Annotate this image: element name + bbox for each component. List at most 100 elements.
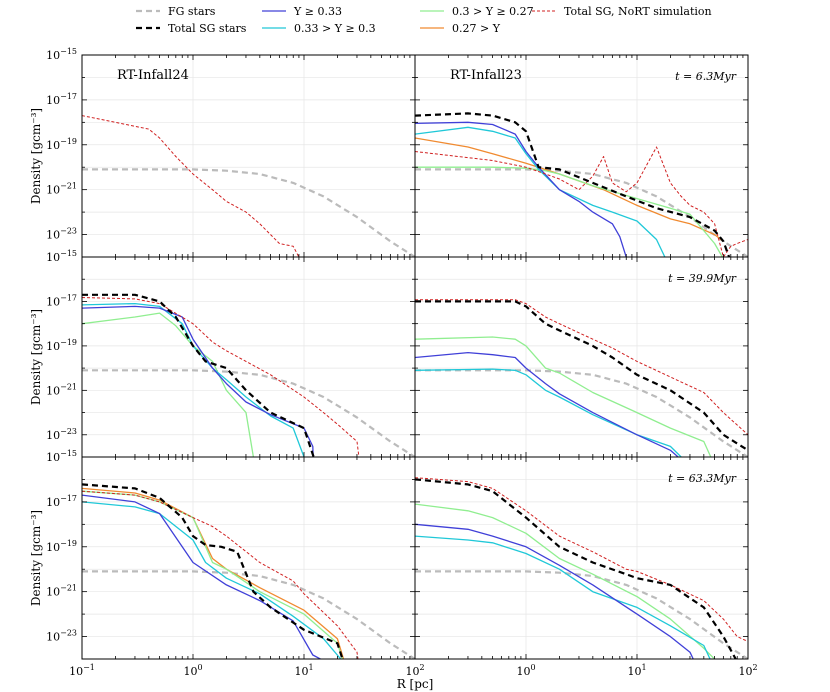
y-axis-label: Density [gcm⁻³] (29, 309, 43, 405)
y-tick-label: 10−17 (46, 293, 77, 308)
series-y30 (82, 302, 305, 457)
series-y33 (415, 523, 694, 659)
series-group (82, 115, 415, 257)
x-tick-label: 102 (405, 663, 424, 678)
ticks (414, 456, 749, 660)
series-sg (415, 300, 748, 452)
y-tick-label: 10−19 (46, 539, 77, 554)
series-y27 (415, 336, 712, 457)
x-tick-label: 101 (627, 663, 646, 678)
series-fg (415, 168, 748, 257)
series-nort (82, 490, 359, 659)
axis-labels: R [pc] (397, 677, 434, 691)
x-tick-label: 10−1 (69, 663, 95, 678)
grid (81, 54, 416, 258)
series-fg (82, 570, 415, 659)
series-y30 (415, 535, 711, 659)
series-sg (415, 478, 737, 659)
x-tick-label: 101 (294, 663, 313, 678)
series-y27 (415, 166, 724, 257)
series-y27 (415, 503, 716, 659)
y-tick-label: 10−21 (46, 382, 77, 397)
series-group (82, 293, 415, 457)
series-y27 (82, 312, 255, 457)
series-y33 (415, 121, 627, 257)
ticks (414, 256, 749, 458)
panel-frame (81, 54, 416, 258)
series-nort (82, 115, 300, 257)
time-label: t = 63.3Myr (668, 472, 737, 485)
series-y30 (415, 126, 666, 257)
panels: 10−15 10−17 10−19 10−21 10−23 Density [gcm⁻³]… (29, 47, 758, 678)
y-tick-label: 10−21 (46, 584, 77, 599)
y-tick-label: 10−15 (46, 449, 77, 464)
x-tick-label: 100 (183, 663, 202, 678)
panel-r0-c1: RT-Infall23 t = 6.3Myr (414, 54, 749, 258)
series-y33 (82, 494, 322, 659)
legend-label-y27: 0.3 > Y ≥ 0.27 (452, 5, 534, 18)
series-fg (82, 369, 415, 457)
legend-label-nort: Total SG, NoRT simulation (564, 5, 712, 18)
legend-label-sg: Total SG stars (168, 22, 247, 35)
series-group (82, 483, 415, 659)
series-sg (415, 112, 731, 257)
time-label: t = 6.3Myr (675, 70, 737, 83)
x-tick-label: 100 (516, 663, 535, 678)
series-nort (415, 477, 748, 642)
time-label: t = 39.9Myr (668, 272, 737, 285)
series-y30 (82, 501, 342, 659)
legend-entry-y30: 0.33 > Y ≥ 0.3 (262, 22, 376, 35)
legend-label-ylo: 0.27 > Y (452, 22, 501, 35)
y-tick-label: 10−21 (46, 182, 77, 197)
legend-label-y30: 0.33 > Y ≥ 0.3 (294, 22, 376, 35)
series-nort (415, 299, 748, 436)
y-tick-label: 10−15 (46, 249, 77, 264)
x-tick-label: 102 (738, 663, 757, 678)
panel-r1-c0: 10−15 10−17 10−19 10−21 10−23 Density [gcm⁻³] (29, 249, 416, 458)
series-y33 (82, 305, 314, 457)
legend-entry-sg: Total SG stars (136, 22, 247, 35)
series-sg (82, 293, 315, 457)
series-group (415, 112, 748, 257)
legend-label-fg: FG stars (168, 5, 216, 18)
panel-frame (414, 256, 749, 458)
series-ylo (415, 137, 724, 242)
series-y30 (415, 368, 683, 457)
panel-title: RT-Infall24 (117, 68, 189, 83)
series-fg (415, 570, 748, 659)
panel-r1-c1: t = 39.9Myr (414, 256, 749, 458)
series-y33 (415, 351, 680, 457)
y-axis-label: Density [gcm⁻³] (29, 510, 43, 606)
panel-title: RT-Infall23 (450, 68, 522, 83)
panel-frame (414, 456, 749, 660)
y-tick-label: 10−19 (46, 137, 77, 152)
y-tick-label: 10−19 (46, 338, 77, 353)
y-tick-label: 10−23 (46, 629, 77, 644)
panel-r2-c0: 10−15 10−17 10−19 10−21 10−23 Density [gcm⁻³]… (29, 449, 425, 678)
legend-entry-ylo: 0.27 > Y (420, 22, 501, 35)
legend-entry-y33: Y ≥ 0.33 (262, 5, 342, 18)
series-nort (415, 146, 748, 257)
series-sg (82, 483, 344, 659)
legend: FG stars Total SG stars Y ≥ 0.33 0.33 > Y ≥… (136, 5, 712, 35)
legend-label-y33: Y ≥ 0.33 (293, 5, 342, 18)
y-tick-label: 10−23 (46, 227, 77, 242)
series-group (415, 299, 748, 457)
legend-entry-fg: FG stars (136, 5, 216, 18)
y-tick-label: 10−17 (46, 92, 77, 107)
legend-entry-nort: Total SG, NoRT simulation (532, 5, 712, 18)
ticks (81, 54, 416, 258)
y-tick-label: 10−15 (46, 47, 77, 62)
series-fg (415, 369, 748, 457)
grid (414, 256, 749, 458)
y-tick-label: 10−23 (46, 427, 77, 442)
series-ylo (82, 487, 345, 659)
series-nort (82, 297, 360, 457)
series-group (415, 477, 748, 659)
y-tick-label: 10−17 (46, 494, 77, 509)
y-axis-label: Density [gcm⁻³] (29, 108, 43, 204)
legend-entry-y27: 0.3 > Y ≥ 0.27 (420, 5, 534, 18)
panel-r2-c1: 100 101 102 t = 63.3Myr (414, 456, 758, 678)
series-fg (82, 168, 415, 257)
